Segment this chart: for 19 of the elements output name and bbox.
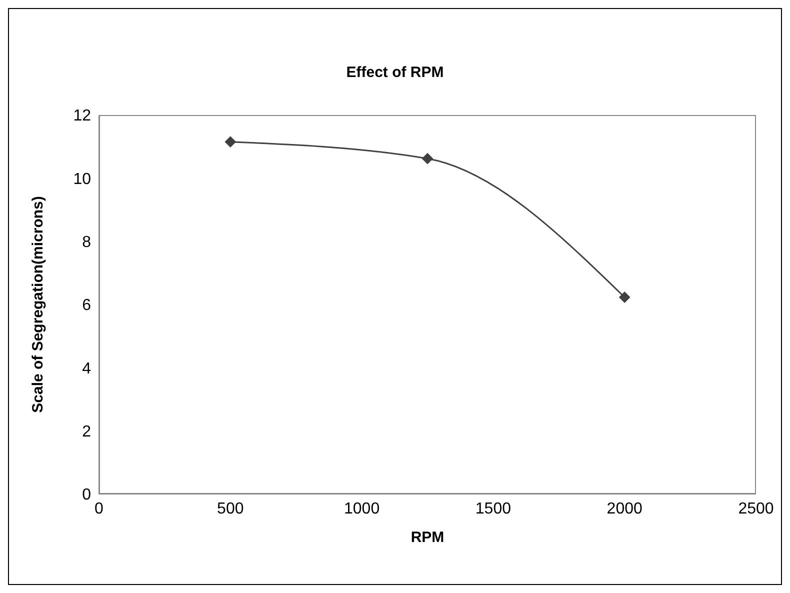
y-tick-label: 6: [82, 297, 92, 314]
y-axis-title: Scale of Segregation(microns): [29, 196, 46, 413]
y-tick-label: 12: [73, 108, 92, 125]
x-axis-title: RPM: [410, 529, 444, 546]
point: [422, 153, 433, 164]
x-tick-label: 2500: [738, 500, 774, 518]
y-tick-label: 0: [82, 486, 92, 504]
point: [224, 136, 236, 148]
x-tick-label: 0: [94, 500, 104, 518]
y-tick-label: 8: [82, 234, 92, 252]
point: [619, 292, 630, 303]
x-tick-label: 2000: [606, 500, 642, 518]
x-tick-label: 1000: [344, 500, 380, 518]
y-tick-label: 4: [82, 360, 92, 378]
x-tick-label: 500: [217, 500, 244, 518]
y-tick-label: 10: [73, 170, 92, 188]
x-tick-label: 1500: [475, 500, 512, 518]
chart-title: Effect of RPM: [345, 64, 445, 81]
y-tick-label: 2: [82, 424, 92, 441]
